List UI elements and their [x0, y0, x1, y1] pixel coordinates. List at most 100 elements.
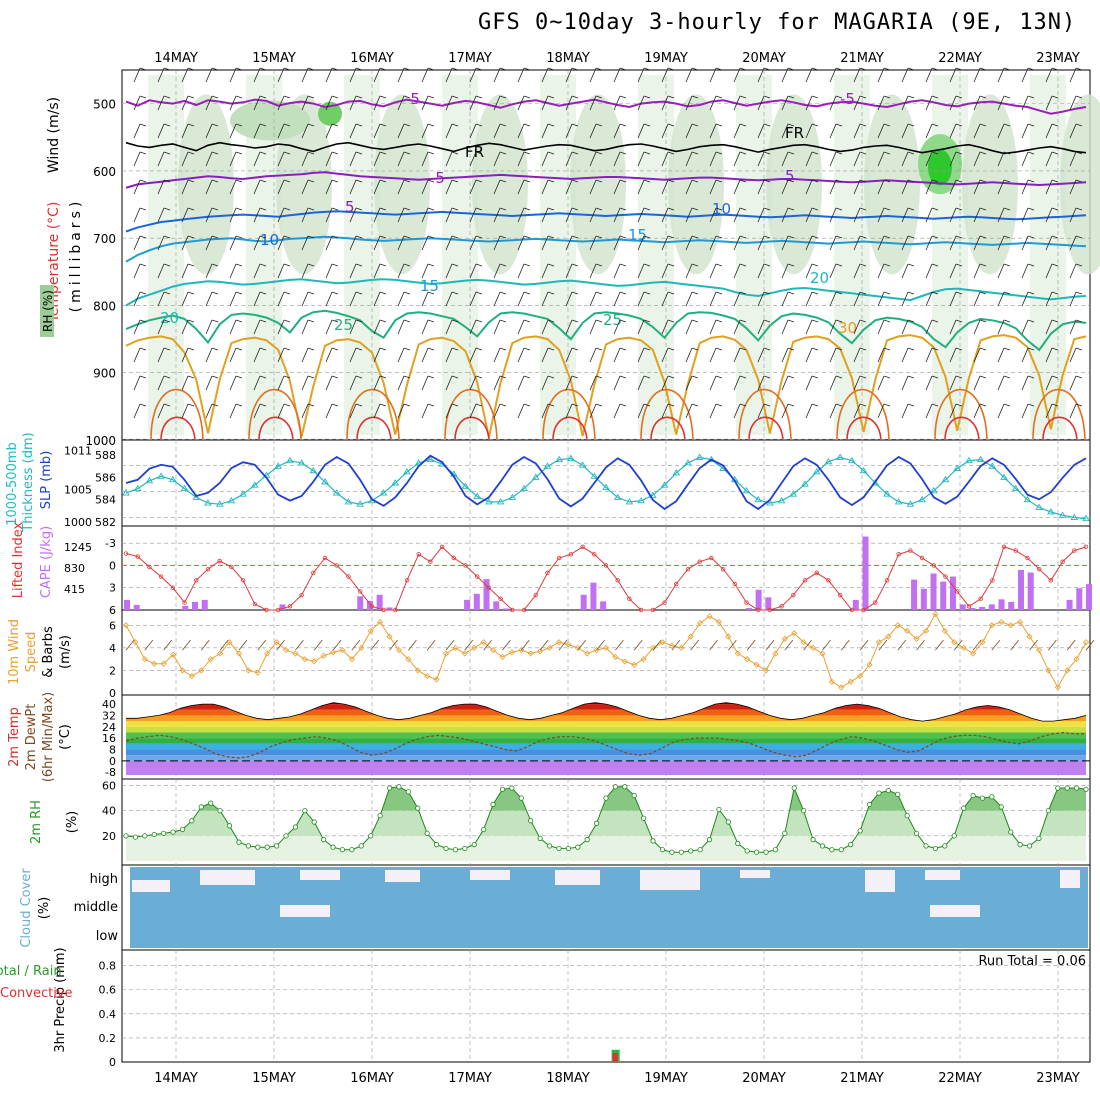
upper-wind-barb — [811, 375, 819, 379]
upper-wind-barb — [829, 347, 837, 363]
upper-wind-barb — [691, 235, 699, 239]
upper-wind-barb — [163, 179, 171, 183]
upper-wind-barb — [901, 291, 909, 307]
isotherm-label: 5 — [785, 167, 795, 185]
upper-wind-barb — [949, 291, 957, 307]
upper-wind-barb — [547, 207, 555, 211]
thickness-point — [883, 490, 891, 497]
wind-speed-point — [151, 660, 158, 667]
upper-wind-barb — [277, 291, 285, 307]
lifted-index-point — [147, 564, 152, 570]
upper-wind-barb — [205, 319, 213, 335]
wind-speed-point — [405, 656, 412, 663]
wind-speed-point — [1045, 667, 1052, 674]
upper-wind-barb — [661, 67, 669, 83]
upper-wind-barb — [331, 207, 339, 211]
rh-point — [810, 837, 816, 843]
cloud-gap — [930, 905, 980, 917]
upper-wind-barb — [709, 375, 717, 391]
upper-wind-barb — [541, 347, 549, 363]
wind-tick: 6 — [109, 619, 116, 632]
upper-wind-barb — [397, 207, 405, 223]
upper-wind-barb — [139, 151, 147, 155]
upper-wind-barb — [901, 207, 909, 223]
upper-wind-barb — [1003, 95, 1011, 99]
cape-bar — [911, 579, 918, 610]
wind-barb — [539, 639, 549, 651]
rh-shade-blob — [928, 149, 952, 186]
upper-wind-barb — [685, 347, 693, 363]
lifted-index-point — [627, 596, 632, 602]
upper-wind-barb — [211, 235, 219, 239]
wind-speed-point — [311, 658, 318, 665]
upper-wind-barb — [787, 123, 795, 127]
upper-wind-barb — [589, 403, 597, 419]
upper-wind-barb — [715, 319, 723, 323]
upper-wind-barb — [781, 235, 789, 251]
upper-wind-barb — [685, 235, 693, 251]
upper-wind-barb — [373, 403, 381, 419]
upper-wind-barb — [1045, 375, 1053, 391]
wind-speed-point — [838, 684, 845, 691]
upper-wind-barb — [133, 95, 141, 111]
thickness-point — [520, 484, 528, 492]
cloud-gap — [640, 870, 700, 890]
upper-wind-barb — [589, 67, 597, 83]
rh-point — [998, 804, 1004, 810]
lifted-index-point — [978, 596, 983, 602]
li-ylabel: Lifted Index — [11, 521, 26, 598]
upper-wind-barb — [259, 123, 267, 127]
upper-wind-barb — [853, 263, 861, 279]
upper-wind-barb — [979, 319, 987, 323]
thickness-point — [754, 495, 762, 503]
wind-barb — [1010, 639, 1020, 651]
rh-point — [584, 837, 590, 843]
upper-wind-barb — [715, 375, 723, 379]
lifted-index-point — [463, 563, 468, 568]
wind-tick: 2 — [109, 664, 116, 677]
upper-wind-barb — [883, 179, 891, 183]
upper-wind-barb — [1069, 207, 1077, 223]
upper-wind-barb — [355, 263, 363, 267]
wind-barb — [822, 639, 831, 651]
isotherm-40 — [748, 416, 784, 441]
rh-point — [942, 843, 948, 849]
wind-barb — [953, 639, 963, 651]
upper-wind-barb — [445, 179, 453, 195]
wind-panel-frame — [121, 609, 1091, 696]
isotherm-25 — [125, 309, 1087, 352]
upper-wind-barb — [1045, 151, 1053, 167]
upper-wind-barb — [211, 67, 219, 71]
upper-wind-barb — [571, 151, 579, 155]
upper-wind-barb — [133, 179, 141, 195]
thickness-point — [684, 459, 692, 466]
upper-wind-barb — [547, 375, 555, 379]
wind-barb — [577, 639, 587, 651]
upper-wind-barb — [259, 291, 267, 295]
rh-shade-band — [638, 75, 674, 435]
upper-wind-barb — [235, 179, 243, 183]
upper-wind-barb — [253, 375, 261, 391]
upper-wind-barb — [907, 403, 915, 407]
upper-wind-barb — [469, 207, 477, 223]
wind-speed-point — [414, 667, 421, 674]
upper-wind-barb — [1069, 347, 1077, 363]
thk-left-tick: 588 — [95, 449, 116, 462]
upper-wind-barb — [1045, 291, 1053, 307]
upper-wind-barb — [685, 179, 693, 195]
rh-point — [330, 844, 336, 850]
thickness-point — [356, 500, 364, 507]
upper-wind-barb — [637, 123, 645, 139]
upper-wind-barb — [157, 403, 165, 419]
upper-wind-barb — [451, 403, 459, 407]
upper-wind-barb — [469, 179, 477, 195]
upper-wind-barb — [259, 319, 267, 323]
upper-wind-barb — [277, 347, 285, 363]
upper-wind-barb — [403, 67, 411, 71]
upper-wind-barb — [349, 235, 357, 251]
wind-ylabel-2: Speed — [24, 632, 39, 673]
upper-wind-barb — [781, 95, 789, 111]
upper-wind-barb — [325, 123, 333, 139]
upper-wind-barb — [613, 291, 621, 307]
upper-wind-barb — [595, 179, 603, 183]
